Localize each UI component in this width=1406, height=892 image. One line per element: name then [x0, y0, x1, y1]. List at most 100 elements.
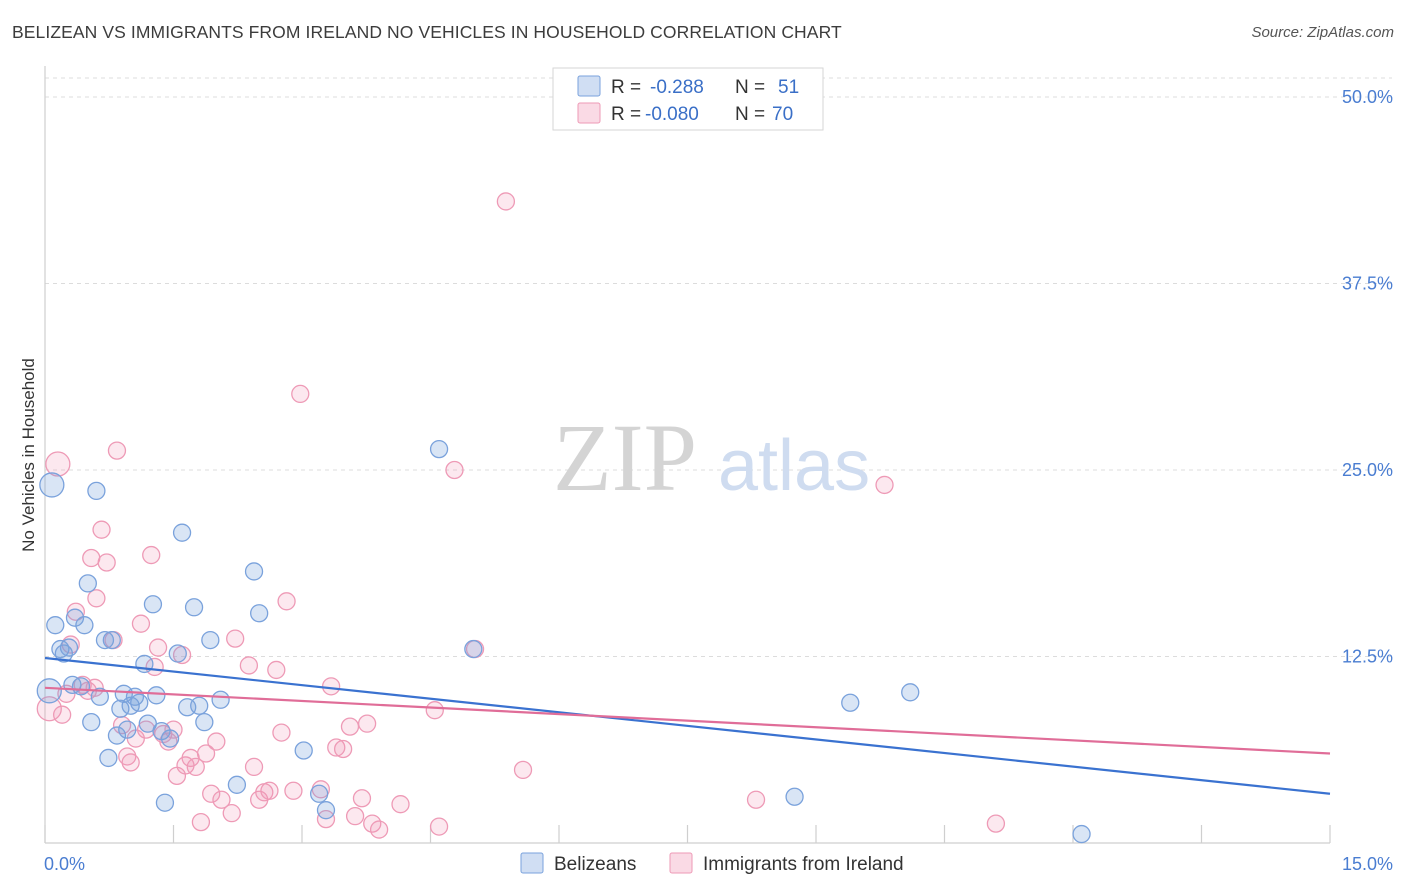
belizean-point-45: [429, 439, 449, 459]
belizean-point-42: [294, 741, 313, 760]
ireland-point-8: [82, 548, 101, 568]
belizean-point-44: [316, 801, 336, 820]
ireland-point-47: [291, 384, 310, 404]
ireland-point-67: [875, 475, 894, 495]
watermark-zip: ZIP: [553, 404, 697, 511]
bottom-legend-immigrants-from-ireland: Immigrants from Ireland: [703, 854, 904, 875]
belizean-point-34: [184, 598, 204, 617]
watermark-atlas: atlas: [718, 426, 870, 506]
ireland-point-46: [284, 781, 303, 800]
series-belizeans-points: [36, 439, 1091, 844]
legend-r-value-blue: -0.288: [650, 77, 704, 98]
ireland-point-50: [321, 677, 341, 696]
ireland-point-11: [97, 553, 116, 572]
belizean-point-36: [195, 712, 214, 732]
ireland-point-10: [92, 520, 111, 539]
ireland-point-59: [391, 795, 410, 814]
bottom-legend-swatch-ireland: [669, 852, 693, 874]
belizean-point-11: [82, 712, 101, 732]
belizean-point-5: [59, 638, 79, 657]
ireland-point-38: [239, 656, 259, 675]
belizean-point-8: [71, 677, 91, 696]
y-axis-label: No Vehicles in Household: [19, 358, 38, 552]
trendline-immigrants-from-ireland: [44, 686, 1331, 755]
y-tick-label-3: 50.0%: [1342, 87, 1393, 107]
belizean-point-41: [250, 604, 269, 623]
belizean-point-23: [130, 693, 149, 712]
ireland-point-1: [45, 451, 71, 477]
belizean-point-29: [155, 793, 175, 812]
belizean-point-18: [111, 699, 130, 718]
ireland-point-39: [244, 757, 264, 777]
ireland-point-9: [87, 589, 106, 608]
belizean-point-38: [211, 690, 230, 709]
belizean-point-17: [107, 726, 127, 745]
ireland-point-64: [496, 192, 516, 211]
belizean-point-10: [78, 574, 97, 593]
belizean-point-43: [309, 784, 329, 803]
source-credit: Source: ZipAtlas.com: [1251, 24, 1394, 41]
legend-n-label-pink: N =: [735, 104, 765, 125]
belizean-point-46: [464, 639, 483, 659]
ireland-point-54: [345, 806, 365, 826]
legend-r-label-pink: R =: [611, 104, 641, 125]
ireland-point-69: [85, 678, 104, 697]
ireland-point-52: [333, 739, 353, 759]
legend-n-value-pink: 70: [772, 104, 793, 125]
y-tick-labels: 12.5% 25.0% 37.5% 50.0%: [1342, 87, 1393, 667]
ireland-point-45: [277, 592, 296, 611]
ireland-point-68: [986, 814, 1006, 833]
x-tick-label-min: 0.0%: [44, 854, 85, 874]
correlation-legend: R = -0.288 N = 51 R = -0.080 N = 70: [552, 67, 824, 131]
legend-r-value-pink: -0.080: [645, 104, 699, 125]
bottom-legend-swatch-belizeans: [520, 852, 544, 874]
belizean-point-50: [1072, 824, 1091, 844]
belizean-point-31: [168, 644, 187, 663]
ireland-point-13: [107, 441, 127, 460]
belizean-point-35: [190, 696, 209, 715]
belizean-point-14: [95, 630, 115, 650]
ireland-point-53: [340, 717, 360, 736]
x-tick-labels: 0.0% 15.0%: [44, 854, 1393, 874]
trendlines: [44, 656, 1331, 795]
ireland-point-65: [513, 760, 533, 780]
ireland-point-16: [121, 753, 140, 772]
axes: [44, 66, 1331, 844]
belizean-point-12: [87, 481, 106, 501]
belizean-point-13: [90, 687, 109, 706]
legend-n-label-blue: N =: [735, 77, 765, 98]
belizean-point-15: [99, 748, 118, 768]
chart-title: BELIZEAN VS IMMIGRANTS FROM IRELAND NO V…: [12, 22, 842, 42]
belizean-point-2: [46, 616, 65, 635]
belizean-point-0: [36, 678, 62, 704]
ireland-point-0: [36, 696, 62, 722]
ireland-point-36: [222, 804, 241, 823]
y-tick-label-0: 12.5%: [1342, 647, 1393, 667]
belizean-point-9: [75, 616, 94, 635]
belizean-point-32: [172, 523, 192, 542]
ireland-point-30: [186, 757, 205, 777]
ireland-point-35: [212, 790, 231, 809]
ireland-point-61: [429, 817, 449, 836]
ireland-point-44: [272, 723, 291, 742]
ireland-point-33: [202, 784, 221, 803]
belizean-point-16: [102, 630, 121, 650]
ireland-point-60: [425, 701, 444, 720]
legend-swatch-pink: [577, 102, 601, 124]
belizean-point-37: [201, 630, 220, 650]
ireland-point-24: [159, 732, 178, 751]
ireland-point-34: [207, 732, 226, 751]
x-tick-label-max: 15.0%: [1342, 854, 1393, 874]
ireland-point-58: [369, 820, 389, 839]
y-tick-label-2: 37.5%: [1342, 274, 1393, 294]
ireland-point-21: [145, 657, 164, 677]
series-legend: Belizeans Immigrants from Ireland: [520, 852, 904, 875]
legend-box: [552, 67, 824, 131]
ireland-point-37: [226, 629, 245, 648]
legend-n-value-blue: 51: [778, 77, 799, 98]
belizean-point-49: [901, 683, 920, 702]
ireland-point-66: [746, 790, 766, 809]
belizean-point-39: [227, 775, 247, 794]
belizean-point-1: [39, 472, 65, 498]
